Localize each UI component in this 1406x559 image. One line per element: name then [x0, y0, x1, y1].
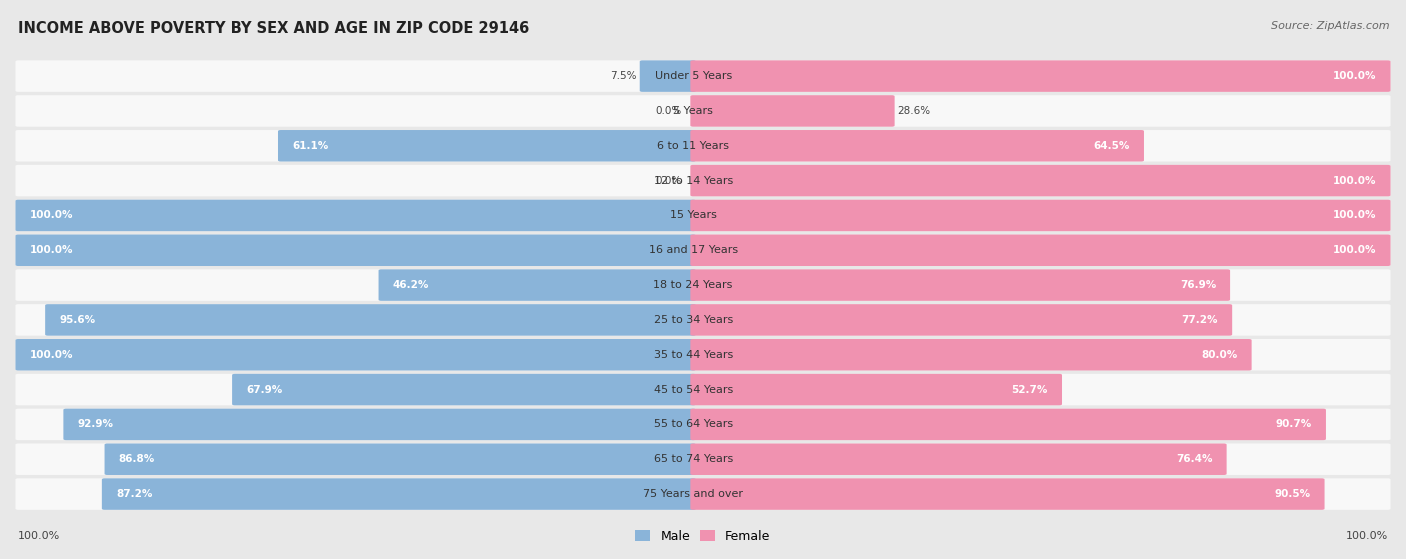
FancyBboxPatch shape	[45, 304, 696, 335]
Text: 12 to 14 Years: 12 to 14 Years	[654, 176, 733, 186]
Text: 35 to 44 Years: 35 to 44 Years	[654, 350, 733, 360]
Text: 100.0%: 100.0%	[1333, 210, 1376, 220]
Text: INCOME ABOVE POVERTY BY SEX AND AGE IN ZIP CODE 29146: INCOME ABOVE POVERTY BY SEX AND AGE IN Z…	[18, 21, 530, 36]
Text: 76.4%: 76.4%	[1175, 454, 1212, 464]
FancyBboxPatch shape	[15, 235, 696, 266]
Text: 28.6%: 28.6%	[897, 106, 931, 116]
Text: 55 to 64 Years: 55 to 64 Years	[654, 419, 733, 429]
Text: 61.1%: 61.1%	[292, 141, 329, 151]
Text: Source: ZipAtlas.com: Source: ZipAtlas.com	[1271, 21, 1389, 31]
FancyBboxPatch shape	[15, 304, 1391, 335]
Text: 45 to 54 Years: 45 to 54 Years	[654, 385, 733, 395]
FancyBboxPatch shape	[690, 304, 1232, 335]
FancyBboxPatch shape	[15, 339, 696, 371]
FancyBboxPatch shape	[690, 235, 1391, 266]
Text: 77.2%: 77.2%	[1181, 315, 1218, 325]
Text: 76.9%: 76.9%	[1180, 280, 1216, 290]
Text: 100.0%: 100.0%	[1333, 176, 1376, 186]
FancyBboxPatch shape	[232, 374, 696, 405]
FancyBboxPatch shape	[640, 60, 696, 92]
FancyBboxPatch shape	[690, 269, 1230, 301]
FancyBboxPatch shape	[690, 339, 1251, 371]
Text: 100.0%: 100.0%	[30, 210, 73, 220]
Text: 7.5%: 7.5%	[610, 71, 637, 81]
FancyBboxPatch shape	[690, 200, 1391, 231]
Text: 15 Years: 15 Years	[669, 210, 717, 220]
FancyBboxPatch shape	[15, 200, 696, 231]
FancyBboxPatch shape	[378, 269, 696, 301]
Text: 100.0%: 100.0%	[18, 530, 60, 541]
FancyBboxPatch shape	[690, 374, 1062, 405]
FancyBboxPatch shape	[15, 339, 1391, 371]
FancyBboxPatch shape	[15, 235, 1391, 266]
FancyBboxPatch shape	[690, 443, 1226, 475]
Text: 100.0%: 100.0%	[1333, 71, 1376, 81]
Text: 16 and 17 Years: 16 and 17 Years	[648, 245, 738, 255]
Text: 86.8%: 86.8%	[118, 454, 155, 464]
Text: 0.0%: 0.0%	[655, 106, 682, 116]
FancyBboxPatch shape	[15, 409, 1391, 440]
Text: 0.0%: 0.0%	[655, 176, 682, 186]
FancyBboxPatch shape	[690, 409, 1326, 440]
Legend: Male, Female: Male, Female	[636, 530, 770, 543]
FancyBboxPatch shape	[15, 374, 1391, 405]
FancyBboxPatch shape	[690, 95, 894, 127]
Text: 100.0%: 100.0%	[30, 245, 73, 255]
FancyBboxPatch shape	[15, 130, 1391, 162]
FancyBboxPatch shape	[15, 200, 1391, 231]
Text: 67.9%: 67.9%	[246, 385, 283, 395]
FancyBboxPatch shape	[690, 479, 1324, 510]
FancyBboxPatch shape	[15, 60, 1391, 92]
Text: 90.7%: 90.7%	[1275, 419, 1312, 429]
FancyBboxPatch shape	[15, 165, 1391, 196]
Text: 92.9%: 92.9%	[77, 419, 114, 429]
Text: 65 to 74 Years: 65 to 74 Years	[654, 454, 733, 464]
Text: 100.0%: 100.0%	[30, 350, 73, 360]
FancyBboxPatch shape	[101, 479, 696, 510]
Text: 25 to 34 Years: 25 to 34 Years	[654, 315, 733, 325]
Text: 90.5%: 90.5%	[1274, 489, 1310, 499]
FancyBboxPatch shape	[690, 165, 1391, 196]
Text: 80.0%: 80.0%	[1201, 350, 1237, 360]
Text: 64.5%: 64.5%	[1094, 141, 1130, 151]
Text: Under 5 Years: Under 5 Years	[655, 71, 731, 81]
Text: 75 Years and over: 75 Years and over	[643, 489, 744, 499]
Text: 95.6%: 95.6%	[59, 315, 96, 325]
FancyBboxPatch shape	[63, 409, 696, 440]
Text: 6 to 11 Years: 6 to 11 Years	[657, 141, 730, 151]
Text: 100.0%: 100.0%	[1346, 530, 1388, 541]
FancyBboxPatch shape	[104, 443, 696, 475]
Text: 52.7%: 52.7%	[1011, 385, 1047, 395]
Text: 18 to 24 Years: 18 to 24 Years	[654, 280, 733, 290]
FancyBboxPatch shape	[15, 443, 1391, 475]
Text: 5 Years: 5 Years	[673, 106, 713, 116]
FancyBboxPatch shape	[15, 479, 1391, 510]
FancyBboxPatch shape	[278, 130, 696, 162]
Text: 46.2%: 46.2%	[392, 280, 429, 290]
FancyBboxPatch shape	[15, 95, 1391, 127]
FancyBboxPatch shape	[690, 130, 1144, 162]
FancyBboxPatch shape	[690, 60, 1391, 92]
FancyBboxPatch shape	[15, 269, 1391, 301]
Text: 100.0%: 100.0%	[1333, 245, 1376, 255]
Text: 87.2%: 87.2%	[115, 489, 152, 499]
